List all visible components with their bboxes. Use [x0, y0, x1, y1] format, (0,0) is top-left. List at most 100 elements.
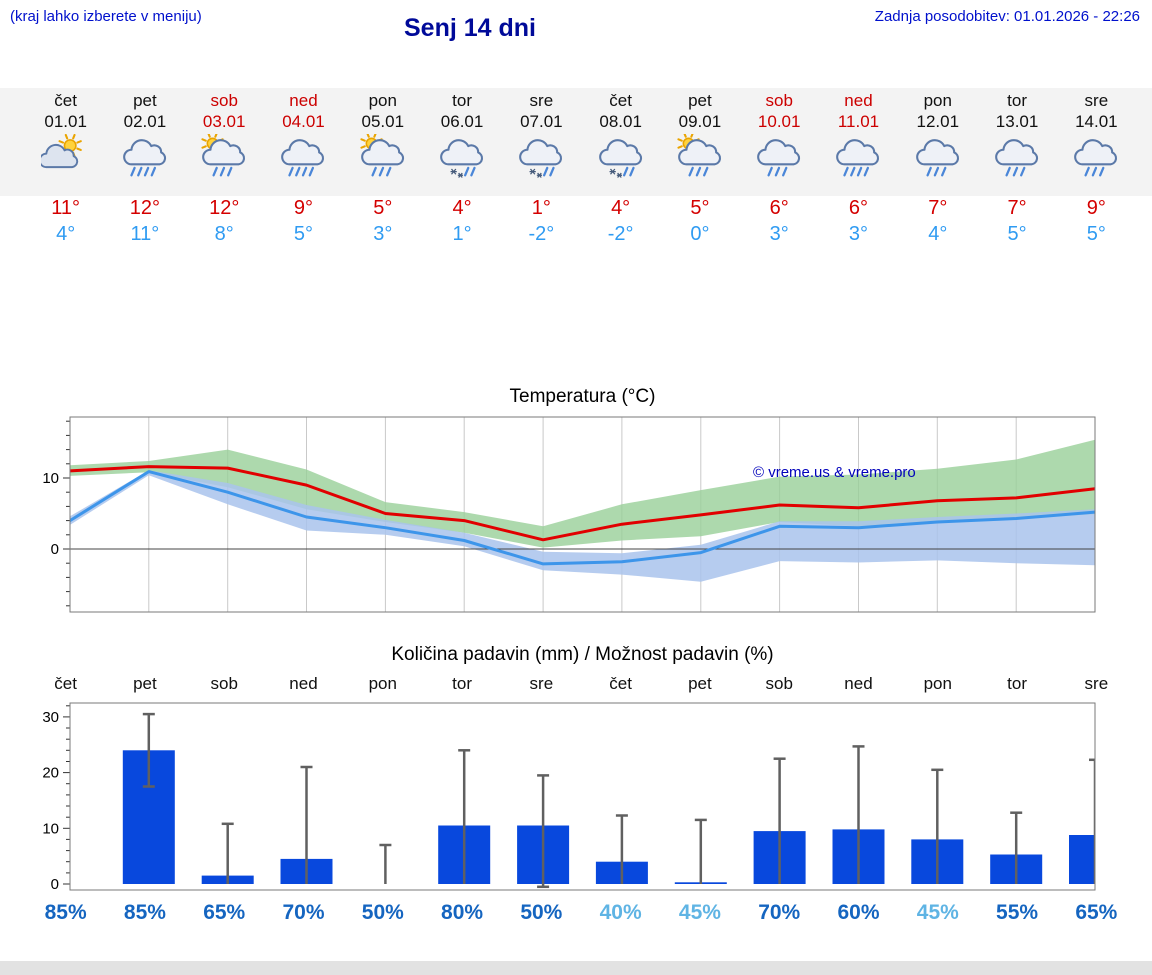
day-date: 12.01 [916, 112, 960, 131]
precip-day-label: tor [1007, 674, 1027, 693]
precip-probability: 60% [837, 901, 880, 924]
weather-sun-rain-icon [343, 132, 422, 186]
day-date: 05.01 [361, 112, 405, 131]
weather-sun-rain-icon [660, 132, 739, 186]
weather-rain-icon [977, 134, 1056, 186]
day-date: 06.01 [440, 112, 484, 131]
day-name: pon [368, 91, 397, 110]
day-date: 07.01 [520, 112, 563, 131]
weather-sleet-icon [581, 134, 660, 186]
precipitation-chart-title: Količina padavin (mm) / Možnost padavin … [391, 644, 774, 665]
high-temp: 6° [848, 197, 869, 219]
precip-day-label: sre [1084, 674, 1109, 693]
low-temp: -2° [528, 223, 555, 245]
day-column: ned 11.01 6° 3° [819, 90, 898, 248]
precip-day-label: pon [923, 674, 952, 693]
day-column: tor 13.01 7° 5° [977, 90, 1056, 248]
day-date: 10.01 [757, 112, 801, 131]
precip-axis-label: 20 [42, 765, 59, 782]
precip-day-label: pet [133, 674, 157, 693]
day-date: 04.01 [282, 112, 325, 131]
day-name: tor [1007, 91, 1027, 110]
location-hint: (kraj lahko izberete v meniju) [10, 8, 202, 25]
precip-day-label: ned [289, 674, 318, 693]
precip-probability: 70% [758, 901, 801, 924]
temperature-chart-title: Temperatura (°C) [509, 386, 656, 407]
high-temp: 4° [452, 197, 472, 219]
day-name: sob [765, 91, 793, 110]
precip-day-label: tor [452, 674, 472, 693]
temp-axis-label: 10 [42, 470, 59, 487]
high-temp: 7° [1007, 197, 1027, 219]
day-name: tor [452, 91, 472, 110]
low-temp: 3° [769, 223, 789, 245]
day-column: sre 14.01 9° 5° [1057, 90, 1136, 248]
precip-probability: 85% [123, 901, 166, 924]
precip-axis-label: 10 [42, 820, 59, 837]
low-temp: -2° [607, 223, 634, 245]
temperature-chart: 0 10 © vreme.us & vreme.pro [42, 416, 1096, 613]
low-temp: 5° [1086, 223, 1106, 245]
footer-strip [0, 961, 1152, 975]
precip-probability: 65% [1075, 901, 1118, 924]
precipitation-chart: 0 10 20 30 [42, 702, 1096, 893]
day-date: 02.01 [123, 112, 167, 131]
watermark-link[interactable]: © vreme.us & vreme.pro [753, 464, 916, 481]
weather-sun-cloud-icon [26, 133, 105, 186]
day-column: pon 05.01 5° 3° [343, 90, 422, 248]
day-column: sre 07.01 1° -2° [502, 90, 581, 248]
precip-day-label: ned [844, 674, 873, 693]
high-temp: 9° [293, 197, 314, 219]
low-temp: 11° [130, 223, 160, 245]
day-date: 11.01 [837, 112, 880, 131]
day-column: čet 01.01 11° 4° [26, 90, 105, 248]
low-temp: 8° [214, 223, 234, 245]
precip-day-label: sre [529, 674, 554, 693]
low-temp: 4° [928, 223, 948, 245]
precip-probability: 70% [282, 901, 325, 924]
precip-probability: 40% [599, 901, 642, 924]
weather-rain-heavy-icon [264, 134, 343, 186]
weather-rain-heavy-icon [819, 134, 898, 186]
precip-probability: 45% [916, 901, 959, 924]
forecast-strip-background [0, 88, 1152, 196]
precipitation-day-labels: čet pet sob ned pon tor sre čet pet sob ned pon tor s… [26, 674, 1136, 694]
day-name: čet [609, 91, 632, 110]
day-date: 03.01 [202, 112, 246, 131]
day-date: 14.01 [1075, 112, 1118, 131]
day-name: ned [844, 91, 873, 110]
precip-day-label: sob [765, 674, 793, 693]
high-temp: 11° [51, 197, 81, 219]
precip-probability: 50% [361, 901, 404, 924]
day-name: pet [688, 91, 712, 110]
high-temp: 4° [611, 197, 631, 219]
day-column: sob 10.01 6° 3° [740, 90, 819, 248]
low-temp: 4° [56, 223, 76, 245]
low-temp: 5° [1007, 223, 1027, 245]
forecast-days: čet 01.01 11° 4° pet 02.01 12° 11° sob 03.01 12° 8°… [26, 90, 1136, 248]
high-temp: 12° [209, 197, 240, 219]
precip-probability: 85% [44, 901, 87, 924]
precip-day-label: sob [210, 674, 238, 693]
day-name: pet [133, 91, 157, 110]
high-temp: 5° [373, 197, 393, 219]
precip-probability: 80% [441, 901, 484, 924]
low-temp: 1° [452, 223, 472, 245]
precip-probability: 45% [678, 901, 721, 924]
high-temp: 9° [1086, 197, 1106, 219]
day-date: 08.01 [599, 112, 642, 131]
low-temp: 5° [293, 223, 314, 245]
high-temp: 7° [928, 197, 948, 219]
day-name: čet [54, 91, 77, 110]
day-column: sob 03.01 12° 8° [185, 90, 264, 248]
day-name: pon [923, 91, 952, 110]
high-temp: 12° [129, 197, 161, 219]
weather-rain-icon [1057, 134, 1136, 186]
temp-axis-label: 0 [51, 541, 59, 558]
precip-probability: 55% [996, 901, 1039, 924]
day-name: sre [529, 91, 554, 110]
day-column: pet 02.01 12° 11° [105, 90, 184, 248]
low-temp: 0° [690, 223, 710, 245]
day-column: čet 08.01 4° -2° [581, 90, 660, 248]
day-date: 13.01 [995, 112, 1039, 131]
